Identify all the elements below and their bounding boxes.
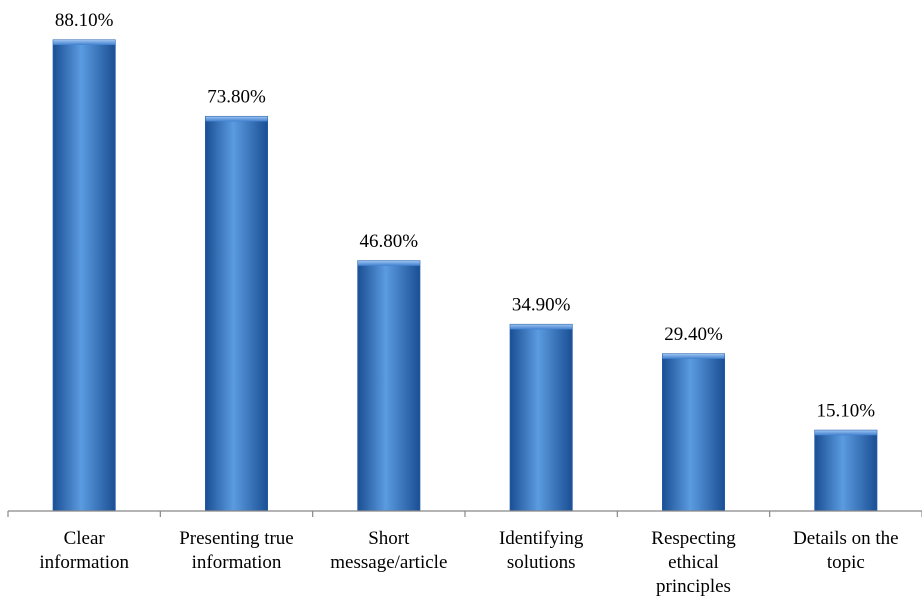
bar-cap-2 [205, 116, 268, 122]
bar-5 [662, 353, 725, 512]
category-label-line: Identifying [499, 528, 584, 549]
bar-3 [357, 260, 421, 512]
x-axis [7, 510, 922, 517]
category-label-line: Short [368, 528, 410, 549]
bar-6 [814, 429, 878, 512]
category-label-line: ethical [668, 552, 719, 573]
category-label-2: Presenting true information [179, 528, 294, 573]
bar-cap-5 [662, 353, 725, 359]
bars-layer [52, 39, 878, 512]
category-label-line: Details on the [793, 528, 899, 549]
category-label-line: solutions [507, 552, 576, 573]
category-label-6: Details on the topic [793, 528, 899, 573]
category-label-4: Identifying solutions [499, 528, 584, 573]
category-label-line: Presenting true [179, 528, 294, 549]
bar-cap-6 [814, 430, 877, 436]
data-label-6: 15.10% [817, 400, 876, 421]
category-label-line: information [192, 552, 282, 573]
data-label-3: 46.80% [360, 231, 419, 252]
category-label-line: topic [827, 552, 865, 573]
bar-cap-1 [53, 40, 116, 45]
category-labels-layer: Clear information Presenting true informati… [39, 528, 898, 597]
category-label-5: Respecting ethical principles [651, 528, 736, 597]
category-label-3: Short message/article [330, 528, 447, 573]
category-label-line: Respecting [651, 528, 736, 549]
bar-2 [205, 115, 268, 512]
bar-1 [52, 39, 116, 512]
bar-4 [509, 323, 573, 512]
category-label-line: principles [656, 576, 731, 597]
category-label-line: Clear [64, 528, 106, 549]
data-labels-layer: 88.10% 73.80% 46.80% 34.90% 29.40% 15.10% [55, 10, 875, 421]
data-label-1: 88.10% [55, 10, 114, 31]
data-label-4: 34.90% [512, 294, 571, 315]
data-label-2: 73.80% [207, 86, 266, 107]
bar-cap-4 [510, 324, 573, 330]
category-label-line: message/article [330, 552, 447, 573]
data-label-5: 29.40% [664, 324, 723, 345]
category-label-1: Clear information [39, 528, 129, 573]
bar-cap-3 [357, 260, 420, 266]
category-label-line: information [39, 552, 129, 573]
